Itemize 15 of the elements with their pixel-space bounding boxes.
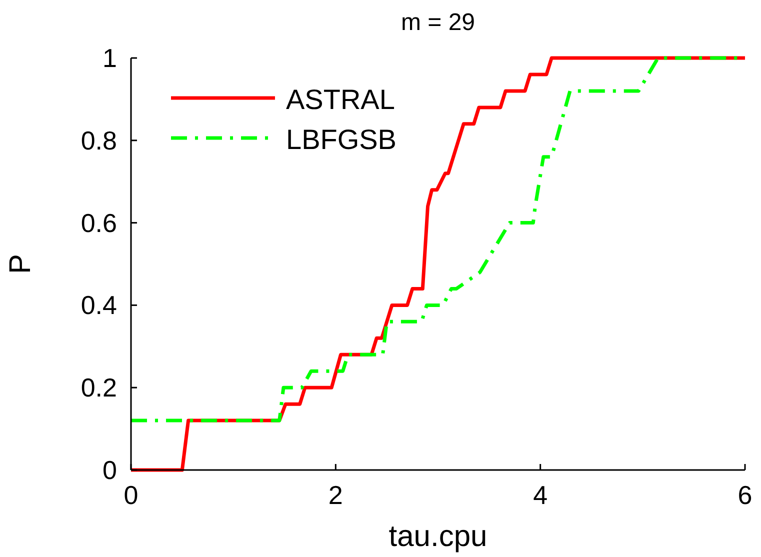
y-tick-label: 1 [102, 43, 117, 73]
x-tick-label: 2 [328, 480, 343, 510]
y-tick-label: 0.8 [80, 125, 117, 156]
x-tick-label: 6 [738, 480, 752, 510]
legend-label: LBFGSB [286, 124, 396, 155]
y-tick-label: 0.6 [80, 208, 117, 238]
y-tick-label: 0 [102, 455, 117, 485]
y-tick-label: 0.2 [80, 372, 117, 403]
chart-title: m = 29 [400, 9, 476, 36]
x-tick-label: 4 [533, 480, 548, 510]
x-axis-title: tau.cpu [388, 520, 488, 553]
y-tick-label: 0.4 [80, 290, 117, 320]
x-tick-label: 0 [124, 480, 138, 510]
y-axis-title: P [4, 254, 37, 274]
legend-label: ASTRAL [286, 84, 395, 115]
